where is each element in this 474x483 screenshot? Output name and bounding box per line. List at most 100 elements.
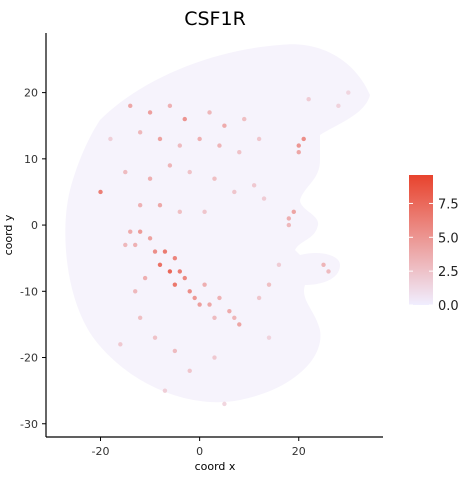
data-point: [167, 103, 173, 109]
data-point: [336, 103, 341, 109]
data-point: [197, 302, 202, 307]
data-point: [242, 116, 247, 122]
data-point: [212, 176, 217, 181]
legend-tick-label: 5.0: [438, 231, 459, 246]
data-point: [152, 249, 158, 254]
data-point: [167, 163, 173, 168]
x-axis-label: coord x: [195, 460, 236, 473]
data-point: [162, 249, 168, 254]
data-point: [123, 169, 128, 175]
data-point: [142, 275, 148, 281]
data-point: [286, 216, 292, 221]
data-point: [187, 289, 192, 294]
data-point: [237, 322, 242, 327]
data-point: [296, 150, 301, 155]
data-point: [261, 196, 267, 201]
data-point: [147, 176, 153, 181]
data-point: [232, 315, 237, 320]
data-point: [202, 282, 207, 287]
data-point: [251, 183, 257, 188]
legend-tick-label: 0.0: [438, 299, 459, 314]
data-point: [326, 269, 331, 274]
data-point: [306, 97, 311, 102]
data-point: [182, 116, 187, 122]
data-point: [222, 123, 227, 128]
data-point: [296, 143, 301, 148]
y-tick-label: 0: [31, 219, 38, 232]
data-point: [197, 136, 202, 142]
data-point: [256, 136, 262, 142]
tissue-outline: [65, 44, 370, 403]
data-point: [227, 308, 232, 314]
data-point: [346, 90, 351, 95]
x-tick-label: 20: [292, 445, 306, 458]
data-point: [162, 388, 168, 393]
data-point: [123, 242, 128, 248]
legend-tick-label: 2.5: [438, 265, 459, 280]
data-point: [172, 282, 178, 287]
data-point: [108, 136, 113, 142]
color-legend: 0.0 2.5 5.0 7.5: [409, 175, 459, 314]
data-point: [137, 202, 143, 208]
data-point: [133, 289, 138, 294]
x-tick-label: -20: [92, 445, 110, 458]
data-point: [152, 335, 158, 340]
data-point: [321, 262, 326, 268]
data-point: [301, 136, 306, 142]
data-point: [202, 209, 207, 215]
data-point: [172, 255, 178, 261]
data-point: [187, 368, 192, 373]
data-point: [157, 136, 163, 142]
data-point: [157, 262, 163, 268]
data-point: [167, 269, 173, 274]
data-point: [207, 302, 212, 307]
data-point: [182, 275, 187, 281]
data-point: [133, 242, 138, 248]
data-point: [217, 295, 222, 301]
data-point: [177, 143, 183, 148]
data-point: [232, 189, 237, 195]
y-tick-label: -30: [20, 418, 38, 431]
chart-title: CSF1R: [184, 8, 246, 30]
legend-colorbar: [409, 175, 433, 305]
data-point: [207, 110, 212, 115]
data-point: [222, 401, 227, 407]
data-point: [256, 295, 262, 301]
y-axis: 20 10 0 -10 -20 -30 coord y: [2, 33, 47, 437]
data-point: [266, 335, 272, 340]
x-axis: -20 0 20 coord x: [46, 436, 383, 473]
y-tick-label: 10: [24, 153, 38, 166]
x-tick-label: 0: [196, 445, 203, 458]
data-point: [128, 103, 133, 109]
data-point: [276, 262, 282, 268]
data-point: [212, 315, 217, 320]
data-point: [137, 315, 143, 320]
data-point: [157, 202, 163, 208]
legend-tick-label: 7.5: [438, 197, 459, 212]
data-point: [212, 355, 217, 360]
y-tick-label: 20: [24, 87, 38, 100]
data-point: [217, 143, 222, 148]
data-point: [147, 236, 153, 241]
data-point: [177, 269, 183, 274]
data-point: [128, 229, 133, 234]
data-point: [177, 209, 183, 215]
data-point: [291, 209, 296, 215]
y-axis-label: coord y: [2, 214, 15, 255]
data-point: [172, 348, 178, 354]
y-tick-label: -10: [20, 285, 38, 298]
data-point: [192, 295, 197, 301]
y-tick-label: -20: [20, 352, 38, 365]
data-point: [137, 130, 143, 135]
tissue-region: [65, 44, 370, 403]
data-point: [98, 189, 103, 195]
data-point: [137, 229, 143, 234]
scatter-points: [98, 90, 351, 407]
data-point: [237, 150, 242, 155]
data-point: [118, 342, 123, 347]
data-point: [286, 222, 292, 228]
data-point: [187, 169, 192, 175]
data-point: [266, 282, 272, 287]
